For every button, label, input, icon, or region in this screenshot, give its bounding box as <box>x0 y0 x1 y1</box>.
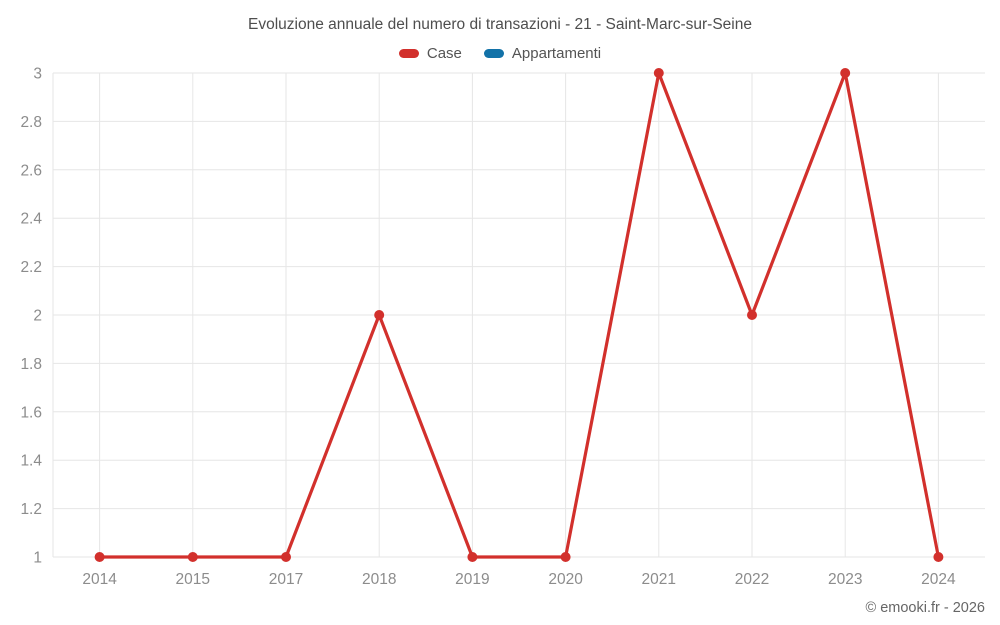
legend-swatch-appartamenti-icon <box>483 49 504 58</box>
x-tick-label: 2020 <box>548 571 583 588</box>
x-tick-label: 2017 <box>269 571 303 588</box>
data-point-marker[interactable] <box>933 552 944 562</box>
data-point-marker[interactable] <box>94 552 105 562</box>
chart-legend: Case Appartamenti <box>0 45 1000 62</box>
x-tick-label: 2014 <box>82 571 117 588</box>
legend-item-case[interactable]: Case <box>398 45 462 62</box>
data-point-marker[interactable] <box>653 68 664 78</box>
x-tick-label: 2019 <box>455 571 489 588</box>
data-point-marker[interactable] <box>840 68 851 78</box>
legend-item-appartamenti[interactable]: Appartamenti <box>483 45 602 62</box>
y-tick-label: 1 <box>33 550 42 567</box>
y-tick-label: 1.4 <box>20 453 42 470</box>
y-tick-label: 2.2 <box>20 259 42 276</box>
y-tick-label: 2.6 <box>20 162 42 179</box>
data-point-marker[interactable] <box>281 552 291 562</box>
legend-label-case: Case <box>426 45 462 62</box>
data-point-marker[interactable] <box>467 552 478 562</box>
y-tick-label: 3 <box>33 66 42 83</box>
series-line-case <box>97 71 941 559</box>
x-tick-label: 2024 <box>921 571 956 588</box>
x-tick-label: 2023 <box>828 571 862 588</box>
x-tick-label: 2021 <box>642 571 676 588</box>
x-tick-label: 2018 <box>362 571 396 588</box>
y-tick-label: 1.2 <box>20 501 42 518</box>
legend-label-appartamenti: Appartamenti <box>511 45 602 62</box>
legend-swatch-case-icon <box>398 49 419 58</box>
y-tick-label: 1.6 <box>20 404 42 421</box>
x-tick-label: 2015 <box>176 571 210 588</box>
y-tick-label: 1.8 <box>20 356 42 373</box>
data-point-marker[interactable] <box>374 310 385 320</box>
data-point-marker[interactable] <box>560 552 571 562</box>
chart-title: Evoluzione annuale del numero di transaz… <box>247 16 752 33</box>
attribution: © emooki.fr - 2026 <box>865 600 985 616</box>
y-tick-label: 2.8 <box>20 114 42 131</box>
data-point-marker[interactable] <box>747 310 757 320</box>
x-tick-label: 2022 <box>735 571 769 588</box>
data-point-marker[interactable] <box>187 552 198 562</box>
y-tick-label: 2 <box>33 308 42 325</box>
y-tick-label: 2.4 <box>20 211 42 228</box>
